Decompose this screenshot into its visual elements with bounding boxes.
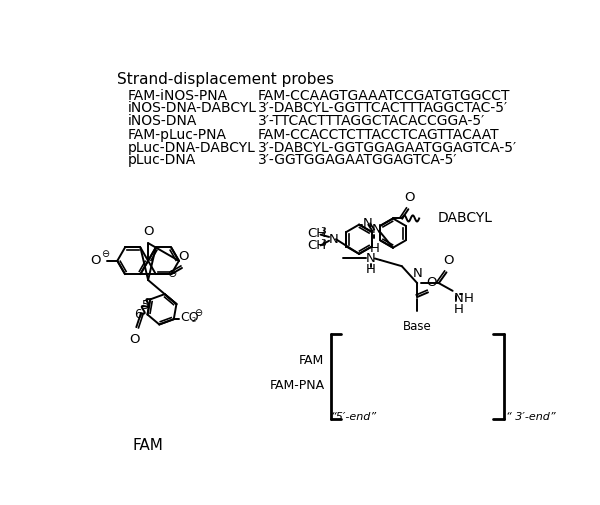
Text: O: O — [91, 255, 101, 267]
Text: O: O — [426, 276, 436, 289]
Text: H: H — [454, 303, 464, 316]
Text: N: N — [454, 292, 464, 306]
Text: O: O — [143, 225, 154, 238]
Text: O: O — [178, 249, 189, 263]
Text: ⊖: ⊖ — [168, 269, 178, 279]
Text: 6: 6 — [134, 308, 142, 321]
Text: “5′-end”: “5′-end” — [331, 413, 377, 423]
Text: O: O — [404, 191, 415, 204]
Text: FAM-CCAAGTGAAATCCGATGTGGCCT: FAM-CCAAGTGAAATCCGATGTGGCCT — [257, 89, 510, 103]
Text: 3: 3 — [320, 227, 326, 236]
Text: FAM: FAM — [299, 355, 325, 368]
Text: 3: 3 — [320, 239, 326, 248]
Text: FAM-CCACCTCTTACCTCAGTTACAAT: FAM-CCACCTCTTACCTCAGTTACAAT — [257, 128, 499, 142]
Text: ⊖: ⊖ — [194, 308, 203, 318]
Text: CO: CO — [181, 311, 199, 324]
Text: 3′-DABCYL-GGTTCACTTTAGGCTAC-5′: 3′-DABCYL-GGTTCACTTTAGGCTAC-5′ — [257, 102, 508, 116]
Text: H: H — [370, 241, 379, 255]
Text: iNOS-DNA-DABCYL: iNOS-DNA-DABCYL — [127, 102, 256, 116]
Text: 3′-TTCACTTTAGGCTACACCGGA-5′: 3′-TTCACTTTAGGCTACACCGGA-5′ — [257, 114, 485, 128]
Text: H: H — [463, 292, 473, 306]
Text: 3′-DABCYL-GGTGGAGAATGGAGTCA-5′: 3′-DABCYL-GGTGGAGAATGGAGTCA-5′ — [257, 141, 517, 155]
Text: 3′-GGTGGAGAATGGAGTCA-5′: 3′-GGTGGAGAATGGAGTCA-5′ — [257, 153, 457, 167]
Text: N: N — [412, 267, 422, 280]
Text: $_2$: $_2$ — [191, 315, 197, 325]
Text: “ 3′-end”: “ 3′-end” — [506, 413, 556, 423]
Text: Base: Base — [403, 320, 431, 333]
Text: ⊖: ⊖ — [101, 249, 109, 259]
Text: pLuc-DNA-DABCYL: pLuc-DNA-DABCYL — [127, 141, 255, 155]
Text: Strand-displacement probes: Strand-displacement probes — [118, 72, 334, 87]
Text: O: O — [443, 254, 454, 267]
Text: O: O — [130, 333, 140, 346]
Text: FAM-PNA: FAM-PNA — [269, 379, 325, 392]
Text: FAM: FAM — [133, 438, 164, 453]
Text: N: N — [372, 223, 382, 236]
Text: FAM-pLuc-PNA: FAM-pLuc-PNA — [127, 128, 226, 142]
Text: FAM-iNOS-PNA: FAM-iNOS-PNA — [127, 89, 227, 103]
Text: N: N — [366, 252, 376, 265]
Text: N: N — [329, 233, 339, 246]
Text: 5: 5 — [141, 299, 149, 312]
Text: H: H — [366, 263, 376, 276]
Text: CH: CH — [308, 227, 326, 240]
Text: DABCYL: DABCYL — [438, 211, 493, 225]
Text: iNOS-DNA: iNOS-DNA — [127, 114, 197, 128]
Text: N: N — [363, 217, 373, 230]
Text: CH: CH — [308, 239, 326, 252]
Text: pLuc-DNA: pLuc-DNA — [127, 153, 196, 167]
